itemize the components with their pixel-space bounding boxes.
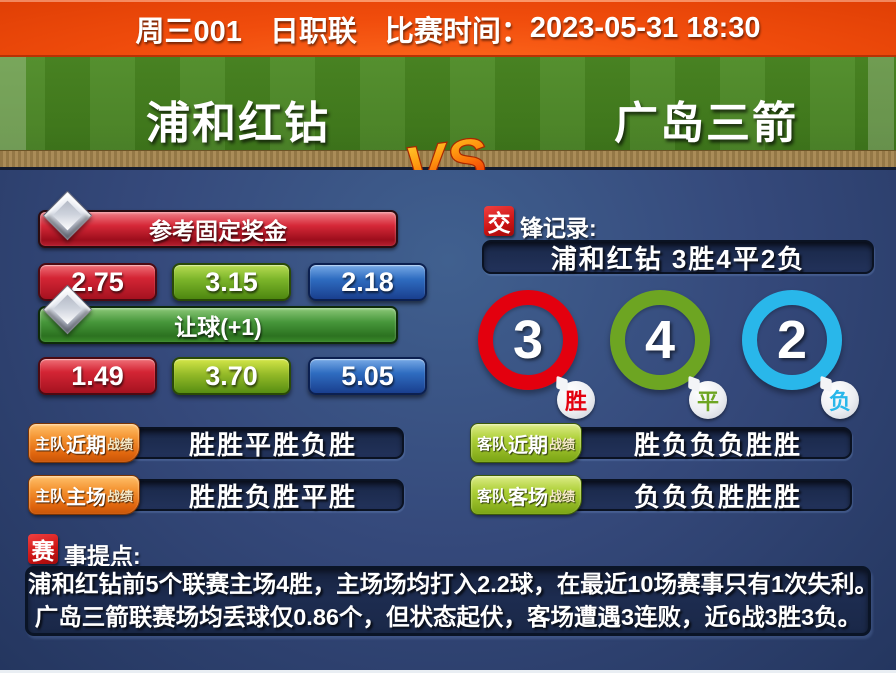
main-panel: 参考固定奖金 2.75 3.15 2.18 让球(+1) 1.49 3.70 5…	[0, 170, 896, 673]
h2h-lose-circle: 2 负	[742, 290, 859, 419]
match-datetime: 2023-05-31 18:30	[529, 12, 761, 44]
handicap-home-button[interactable]: 1.49	[38, 357, 157, 395]
record-label-away-recent: 客队 近期 战绩	[470, 423, 582, 463]
h2h-win-circle: 3 胜	[478, 290, 595, 419]
handicap-banner: 让球(+1)	[38, 306, 398, 344]
header-bar: 周三001 日职联 比赛时间： 2023-05-31 18:30	[0, 0, 896, 57]
lose-badge-label: 负	[828, 389, 851, 414]
handicap-draw-value: 3.70	[205, 360, 258, 391]
record-value: 胜胜负胜平胜	[188, 481, 357, 512]
league-name: 日职联	[269, 15, 357, 48]
h2h-summary-text: 浦和红钻 3胜4平2负	[550, 243, 806, 274]
fixed-odds-home-value: 2.75	[71, 266, 124, 297]
pitch-shadow	[0, 167, 896, 170]
tips-section-title: 事提点:	[64, 543, 141, 569]
fixed-odds-title: 参考固定奖金	[149, 218, 287, 244]
record-value: 胜胜平胜负胜	[188, 429, 357, 460]
bottom-edge	[0, 670, 896, 673]
handicap-away-value: 5.05	[341, 360, 394, 391]
draw-badge-label: 平	[696, 389, 719, 414]
tips-line-1: 浦和红钻前5个联赛主场4胜，主场场均打入2.2球，在最近10场赛事只有1次失利。	[28, 571, 879, 597]
h2h-win-count: 3	[512, 310, 544, 370]
h2h-section-title: 锋记录:	[520, 215, 597, 241]
handicap-title: 让球(+1)	[174, 314, 262, 340]
pitch-banner: 浦和红钻 广岛三箭 VS	[0, 57, 896, 205]
record-label-home-home: 主队 主场 战绩	[28, 475, 140, 515]
h2h-summary-bar: 浦和红钻 3胜4平2负	[482, 240, 874, 274]
fixed-odds-away-value: 2.18	[341, 266, 394, 297]
record-value: 胜负负负胜胜	[633, 429, 802, 460]
away-team-name: 广岛三箭	[614, 99, 798, 148]
pitch-stripe-right	[868, 57, 894, 150]
h2h-tag-icon: 交	[484, 206, 514, 236]
fixed-odds-away-button[interactable]: 2.18	[308, 263, 427, 301]
pitch-stripe-left	[0, 57, 26, 150]
handicap-draw-button[interactable]: 3.70	[172, 357, 291, 395]
handicap-home-value: 1.49	[71, 360, 124, 391]
lose-badge: 负	[821, 381, 859, 419]
h2h-lose-count: 2	[776, 310, 808, 370]
fixed-odds-draw-value: 3.15	[205, 266, 258, 297]
tips-line-2: 广岛三箭联赛场均丢球仅0.86个，但状态起伏，客场遭遇3连败，近6战3胜3负。	[34, 604, 862, 630]
win-badge-label: 胜	[564, 389, 587, 414]
draw-badge: 平	[689, 381, 727, 419]
handicap-away-button[interactable]: 5.05	[308, 357, 427, 395]
tips-tag-char: 赛	[31, 538, 55, 564]
h2h-draw-count: 4	[644, 310, 676, 370]
home-team-name: 浦和红钻	[146, 99, 330, 148]
dirt-strip	[0, 150, 896, 168]
record-label-home-recent: 主队 近期 战绩	[28, 423, 140, 463]
match-time-label: 比赛时间：	[384, 15, 530, 48]
fixed-odds-draw-button[interactable]: 3.15	[172, 263, 291, 301]
tips-box: 浦和红钻前5个联赛主场4胜，主场场均打入2.2球，在最近10场赛事只有1次失利。…	[25, 566, 879, 636]
h2h-draw-circle: 4 平	[610, 290, 727, 419]
fixed-odds-banner: 参考固定奖金	[38, 210, 398, 248]
record-value: 负负负胜胜胜	[633, 481, 802, 512]
match-code: 周三001	[135, 15, 242, 48]
win-badge: 胜	[557, 381, 595, 419]
h2h-tag-char: 交	[487, 210, 511, 236]
grass-texture	[0, 57, 896, 150]
tips-tag-icon: 赛	[28, 534, 58, 564]
record-label-away-away: 客队 客场 战绩	[470, 475, 582, 515]
